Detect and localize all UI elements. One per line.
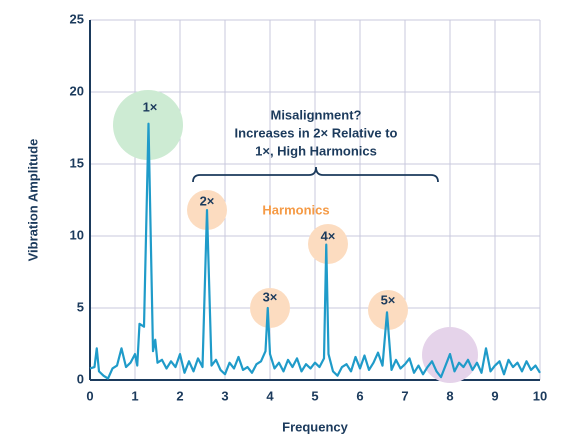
highlight-4x: [308, 224, 348, 264]
y-tick-label: 5: [77, 299, 84, 314]
x-tick-label: 4: [266, 388, 274, 403]
y-tick-label: 20: [70, 83, 84, 98]
x-tick-label: 9: [491, 388, 498, 403]
peak-label: 3×: [263, 289, 278, 304]
annotation: Increases in 2× Relative to: [235, 125, 398, 140]
x-tick-label: 3: [221, 388, 228, 403]
peak-label: 5×: [381, 292, 396, 307]
harmonics-label: Harmonics: [262, 202, 329, 217]
x-tick-label: 5: [311, 388, 318, 403]
highlight-5x: [368, 290, 408, 330]
y-tick-label: 25: [70, 11, 84, 26]
x-axis-label: Frequency: [282, 419, 349, 434]
y-tick-label: 0: [77, 371, 84, 386]
annotation: Misalignment?: [270, 107, 361, 122]
x-tick-label: 1: [131, 388, 138, 403]
spectrum-line: [89, 122, 541, 380]
bracket: [192, 166, 439, 183]
annotation: 1×, High Harmonics: [255, 143, 377, 158]
x-tick-label: 2: [176, 388, 183, 403]
y-tick-label: 10: [70, 227, 84, 242]
x-tick-label: 0: [86, 388, 93, 403]
peak-label: 4×: [321, 228, 336, 243]
peak-label: 1×: [143, 99, 158, 114]
series-layer: [89, 122, 541, 380]
y-axis-label: Vibration Amplitude: [25, 139, 40, 262]
x-tick-label: 10: [533, 388, 547, 403]
x-tick-label: 6: [356, 388, 363, 403]
y-tick-label: 15: [70, 155, 84, 170]
x-tick-label: 8: [446, 388, 453, 403]
highlight-3x: [250, 288, 290, 328]
plot-area: [89, 19, 541, 381]
x-tick-label: 7: [401, 388, 408, 403]
peak-label: 2×: [200, 193, 215, 208]
